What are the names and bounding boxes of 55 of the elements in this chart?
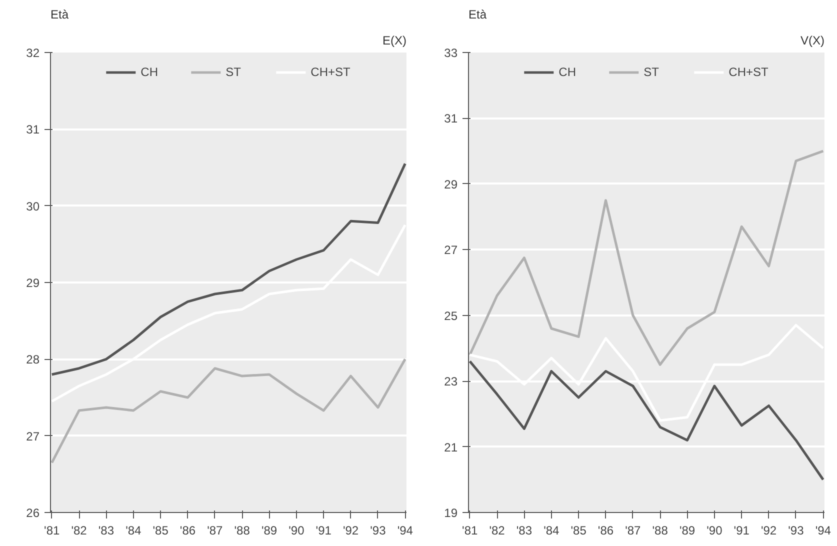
y-axis-title: Età (50, 8, 69, 22)
y-tick-label: 31 (444, 112, 458, 126)
y-tick-label: 29 (26, 276, 40, 290)
x-tick-label: '85 (152, 524, 169, 538)
line-series (468, 150, 824, 366)
x-tick-label: '88 (234, 524, 250, 538)
x-tick-label: '81 (44, 524, 60, 538)
legend-label: CH (140, 65, 159, 79)
y-tick-label: 25 (444, 308, 458, 323)
x-tick-label: '88 (652, 524, 668, 538)
x-tick-label: '82 (489, 524, 506, 538)
y-tick-label: 32 (26, 46, 40, 60)
y-tick-label: 21 (444, 440, 458, 454)
x-tick-label: '89 (679, 524, 696, 538)
x-tick-label: '81 (462, 524, 478, 538)
x-tick-label: '84 (544, 524, 560, 538)
legend-label: ST (226, 65, 242, 79)
x-tick-label: '90 (288, 524, 305, 538)
y-tick-label: 28 (26, 352, 40, 367)
x-tick-label: '92 (342, 524, 359, 538)
x-tick-label: '83 (98, 524, 114, 538)
x-tick-label: '94 (397, 524, 414, 538)
y-tick-label: 30 (26, 199, 40, 214)
chart-title: V(X) (800, 34, 825, 48)
y-tick-label: 33 (444, 46, 458, 60)
y-tick-label: 26 (26, 506, 40, 520)
y-tick-label: 19 (444, 506, 458, 520)
x-tick-label: '87 (207, 524, 224, 538)
x-tick-label: '93 (788, 524, 804, 538)
legend-label: CH+ST (728, 65, 768, 79)
x-tick-label: '86 (598, 524, 614, 538)
y-tick-label: 27 (444, 243, 458, 258)
y-tick-label: 31 (26, 122, 40, 137)
legend-label: CH (558, 65, 577, 79)
x-tick-label: '84 (126, 524, 142, 538)
x-tick-label: '83 (516, 524, 532, 538)
line-series (50, 358, 406, 464)
x-tick-label: '82 (71, 524, 88, 538)
x-tick-label: '91 (316, 524, 332, 538)
x-tick-label: '87 (625, 524, 642, 538)
x-tick-label: '85 (570, 524, 587, 538)
y-axis-title: Età (468, 8, 487, 22)
x-tick-label: '90 (706, 524, 723, 538)
y-tick-label: 29 (444, 177, 458, 192)
legend-label: ST (644, 65, 660, 79)
y-tick-label: 23 (444, 374, 458, 389)
chart-title: E(X) (382, 34, 407, 48)
x-tick-label: '86 (180, 524, 196, 538)
x-tick-label: '91 (734, 524, 750, 538)
x-tick-label: '89 (261, 524, 278, 538)
legend-label: CH+ST (310, 65, 350, 79)
x-tick-label: '92 (760, 524, 777, 538)
y-tick-label: 27 (26, 429, 40, 444)
x-tick-label: '94 (815, 524, 832, 538)
x-tick-label: '93 (370, 524, 386, 538)
